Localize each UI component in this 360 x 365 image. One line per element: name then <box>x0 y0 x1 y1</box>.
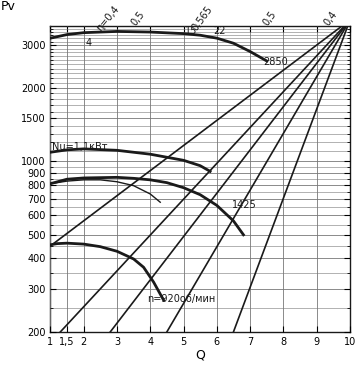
Text: 0,4: 0,4 <box>323 9 339 28</box>
Text: 2850: 2850 <box>263 57 288 67</box>
Text: 4: 4 <box>85 38 91 48</box>
Text: Nu=1,1кВт: Nu=1,1кВт <box>52 142 108 151</box>
Y-axis label: Pv: Pv <box>1 0 16 14</box>
Text: n=920об/мин: n=920об/мин <box>147 294 215 304</box>
Text: 22: 22 <box>213 26 225 36</box>
Text: η=0,4: η=0,4 <box>95 4 122 33</box>
Text: 15: 15 <box>185 26 198 36</box>
X-axis label: Q: Q <box>195 348 205 361</box>
Text: 0,5: 0,5 <box>261 9 278 28</box>
Text: 0,565: 0,565 <box>190 4 214 32</box>
Text: 0,5: 0,5 <box>129 9 147 27</box>
Text: 1425: 1425 <box>232 200 257 210</box>
